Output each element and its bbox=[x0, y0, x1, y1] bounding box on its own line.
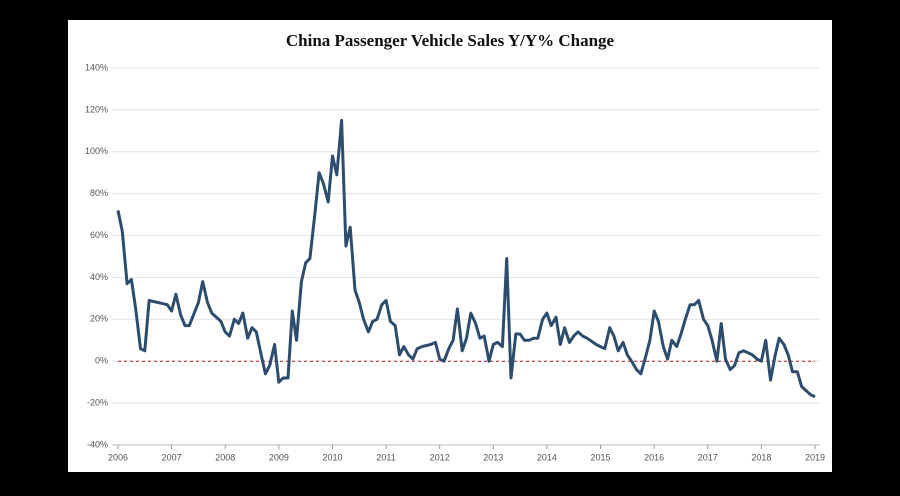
x-tick-label: 2017 bbox=[698, 452, 718, 462]
y-tick-label: -40% bbox=[87, 439, 108, 449]
y-tick-label: 60% bbox=[90, 230, 108, 240]
x-tick-label: 2011 bbox=[376, 452, 395, 462]
y-tick-label: 140% bbox=[85, 62, 108, 72]
data-line bbox=[116, 118, 816, 399]
y-tick-label: -20% bbox=[87, 397, 108, 407]
y-tick-label: 20% bbox=[90, 314, 108, 324]
x-tick-label: 2006 bbox=[108, 452, 128, 462]
x-tick-label: 2007 bbox=[162, 452, 182, 462]
y-tick-label: 0% bbox=[95, 356, 108, 366]
x-tick-label: 2018 bbox=[751, 452, 771, 462]
x-tick-label: 2015 bbox=[591, 452, 611, 462]
x-tick-label: 2010 bbox=[322, 452, 342, 462]
x-tick-label: 2013 bbox=[483, 452, 503, 462]
y-tick-label: 40% bbox=[90, 272, 108, 282]
x-tick-label: 2019 bbox=[805, 452, 825, 462]
x-tick-label: 2009 bbox=[269, 452, 289, 462]
y-tick-label: 120% bbox=[85, 104, 108, 114]
chart-panel bbox=[68, 20, 832, 472]
x-tick-label: 2012 bbox=[430, 452, 450, 462]
chart-title: China Passenger Vehicle Sales Y/Y% Chang… bbox=[286, 31, 615, 50]
x-tick-label: 2016 bbox=[644, 452, 664, 462]
x-tick-label: 2014 bbox=[537, 452, 557, 462]
y-tick-label: 100% bbox=[85, 146, 108, 156]
y-tick-label: 80% bbox=[90, 188, 108, 198]
x-tick-label: 2008 bbox=[215, 452, 235, 462]
